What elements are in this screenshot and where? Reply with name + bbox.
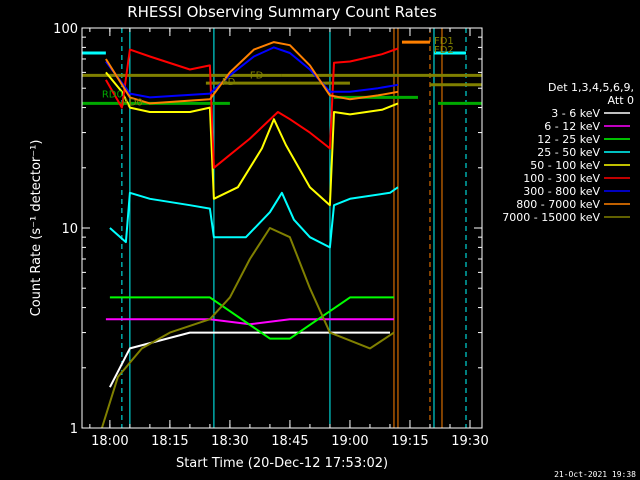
x-tick-label-1: 18:15 xyxy=(151,434,188,449)
series-line-2 xyxy=(109,296,394,340)
series-line-6 xyxy=(105,46,399,99)
chart-title: RHESSI Observing Summary Count Rates xyxy=(127,3,437,21)
series-line-5 xyxy=(105,47,399,169)
annotation-1: RD0 xyxy=(122,97,143,108)
legend-label-6: 300 - 800 keV xyxy=(523,185,600,198)
legend-label-3: 25 - 50 keV xyxy=(537,146,600,159)
x-tick-label-3: 18:45 xyxy=(271,434,308,449)
legend-label-8: 7000 - 15000 keV xyxy=(502,211,600,224)
legend-title-1: Att 0 xyxy=(608,94,634,107)
series-line-8 xyxy=(100,227,395,429)
series-line-0 xyxy=(109,331,390,388)
x-tick-label-6: 19:30 xyxy=(451,434,488,449)
legend-label-4: 50 - 100 keV xyxy=(530,159,600,172)
x-axis-label: Start Time (20-Dec-12 17:53:02) xyxy=(176,456,388,471)
x-tick-label-5: 19:15 xyxy=(391,434,428,449)
y-tick-label-2: 100 xyxy=(53,22,78,37)
x-tick-label-2: 18:30 xyxy=(211,434,248,449)
axis-layer: 18:00 18:15 18:30 18:45 19:00 19:15 19:30 1 10 10… xyxy=(53,22,489,449)
annotation-5: FD2 xyxy=(434,45,454,56)
x-tick-label-4: 19:00 xyxy=(331,434,368,449)
footer-timestamp: 21-Oct-2021 19:38 xyxy=(554,470,636,479)
annotation-0: RD0 xyxy=(102,89,123,100)
y-tick-label-0: 1 xyxy=(70,422,78,437)
series-line-3 xyxy=(109,186,399,249)
legend-label-7: 800 - 7000 keV xyxy=(516,198,600,211)
y-axis-label: Count Rate (s⁻¹ detector⁻¹) xyxy=(29,140,44,317)
annotation-3: FD xyxy=(250,70,264,81)
legend-title-0: Det 1,3,4,5,6,9, xyxy=(548,81,634,94)
legend-label-2: 12 - 25 keV xyxy=(537,133,600,146)
annotation-2: FD xyxy=(222,77,236,88)
legend-label-5: 100 - 300 keV xyxy=(523,172,600,185)
y-tick-label-1: 10 xyxy=(61,222,78,237)
series-line-4 xyxy=(105,71,399,207)
legend-label-1: 6 - 12 keV xyxy=(544,120,600,133)
legend-label-0: 3 - 6 keV xyxy=(551,107,600,120)
x-tick-label-0: 18:00 xyxy=(91,434,128,449)
annotation-4: FD1 xyxy=(434,36,454,47)
series-line-7 xyxy=(105,41,399,105)
